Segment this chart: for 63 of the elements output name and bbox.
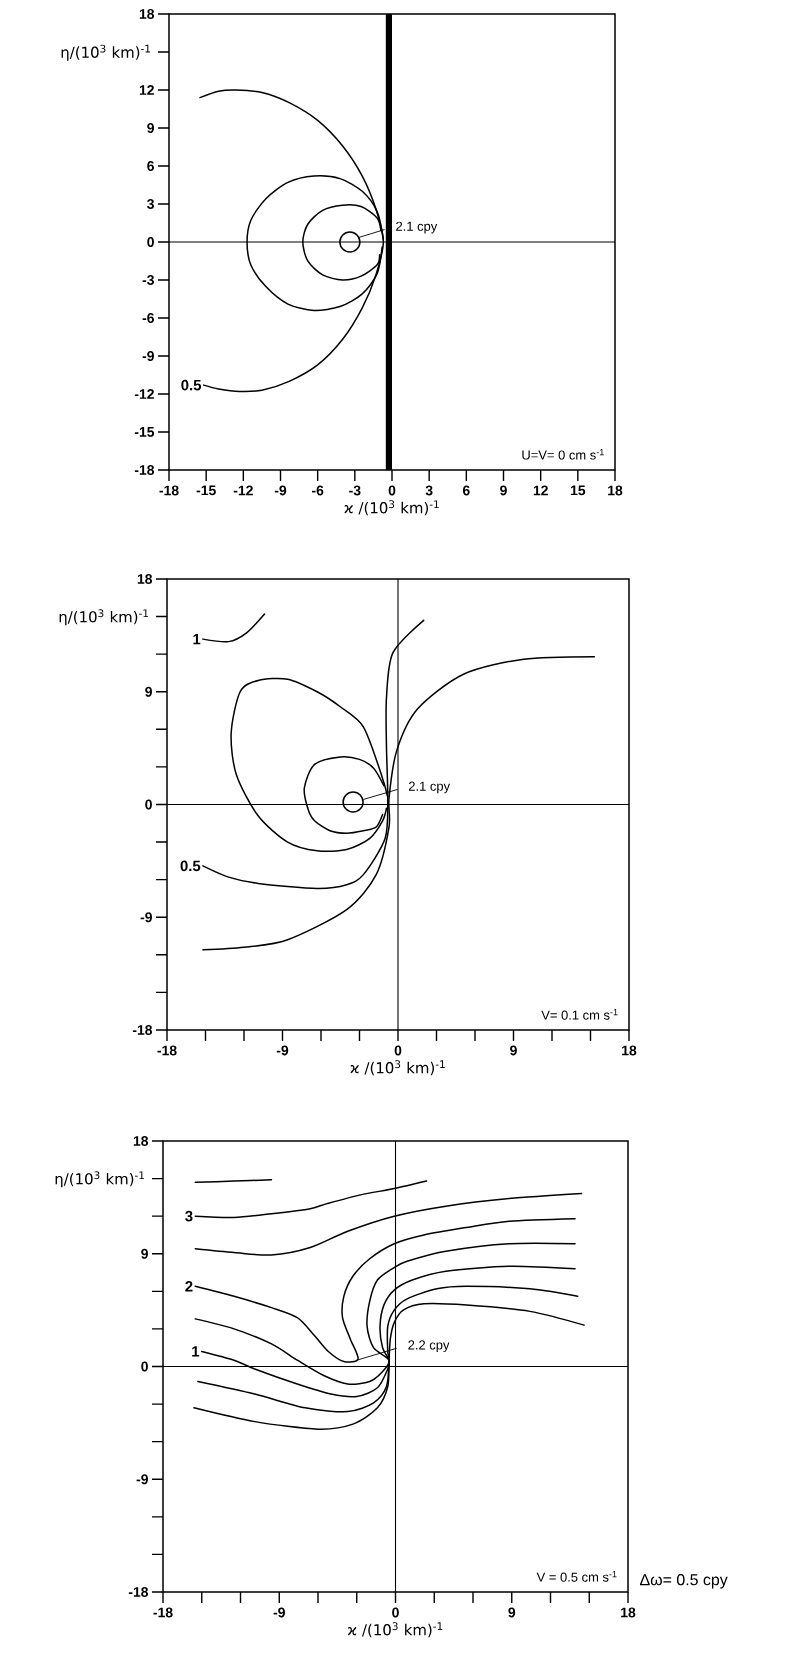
y-tick-label: -9 bbox=[140, 912, 152, 923]
x-axis-title: ϰ /(10$^{3}$ km)$^{-1}$ bbox=[348, 1622, 443, 1638]
x-tick-label: -9 bbox=[274, 485, 287, 496]
annotation: 2.1 cpy bbox=[396, 221, 438, 234]
text: Δω= 0.5 cpy bbox=[639, 1574, 728, 1589]
x-tick-label: 0 bbox=[394, 1045, 402, 1056]
x-tick-label: 18 bbox=[621, 1607, 636, 1618]
y-tick-label: 9 bbox=[141, 1248, 148, 1259]
y-tick-label: 18 bbox=[133, 1136, 149, 1146]
y-tick-label: -18 bbox=[132, 1025, 153, 1035]
x-tick-label: -18 bbox=[157, 1045, 177, 1056]
x-tick-label: 9 bbox=[508, 1607, 516, 1618]
x-tick-label: -6 bbox=[312, 485, 324, 496]
annotation: 0.5 bbox=[181, 379, 202, 391]
x-tick-label: 0 bbox=[392, 1607, 399, 1618]
y-tick-label: 12 bbox=[139, 85, 154, 95]
y-tick-label: 6 bbox=[147, 161, 154, 171]
x-tick-label: -15 bbox=[196, 485, 216, 496]
annotation: V= 0.1 cm s$^{-1}$ bbox=[541, 1009, 618, 1020]
y-tick-label: 9 bbox=[145, 686, 152, 697]
y-axis-title: η/(10$^{3}$ km)$^{-1}$ bbox=[55, 1171, 145, 1188]
y-tick-label: 9 bbox=[147, 123, 154, 133]
annotation: 2.1 cpy bbox=[408, 781, 451, 794]
y-tick-label: -12 bbox=[134, 389, 154, 399]
annotation: U=V= 0 cm s$^{-1}$ bbox=[522, 448, 604, 460]
annotation: 2 bbox=[185, 1281, 193, 1292]
x-axis-title: ϰ /(10$^{3}$ km)$^{-1}$ bbox=[344, 500, 439, 516]
x-tick-label: 6 bbox=[462, 485, 470, 496]
y-axis-title: η/(10$^{3}$ km)$^{-1}$ bbox=[61, 44, 151, 61]
y-tick-label: -9 bbox=[142, 351, 154, 361]
annotation: 2.2 cpy bbox=[408, 1340, 450, 1353]
annotation: V = 0.5 cm s$^{-1}$ bbox=[536, 1571, 617, 1582]
y-tick-label: -6 bbox=[142, 313, 154, 323]
annotation: 0.5 bbox=[180, 860, 201, 872]
annotation: 1 bbox=[192, 1346, 200, 1357]
x-tick-label: -3 bbox=[349, 485, 361, 496]
x-tick-label: -9 bbox=[276, 1045, 289, 1056]
y-tick-label: 18 bbox=[139, 9, 155, 19]
x-tick-label: -9 bbox=[273, 1607, 285, 1618]
x-axis-title: ϰ /(10$^{3}$ km)$^{-1}$ bbox=[350, 1060, 445, 1076]
x-tick-label: 3 bbox=[425, 485, 433, 496]
x-tick-label: 9 bbox=[510, 1045, 517, 1056]
x-tick-label: 12 bbox=[533, 485, 548, 496]
y-tick-label: 0 bbox=[145, 799, 152, 810]
x-tick-label: 9 bbox=[500, 485, 507, 496]
x-tick-label: 0 bbox=[388, 485, 396, 496]
y-tick-label: 0 bbox=[141, 1361, 148, 1372]
annotation: 1 bbox=[193, 633, 201, 645]
x-tick-label: 18 bbox=[608, 485, 623, 496]
y-axis-title: η/(10$^{3}$ km)$^{-1}$ bbox=[59, 609, 149, 626]
y-tick-label: -18 bbox=[134, 465, 155, 475]
x-tick-label: -12 bbox=[233, 485, 253, 496]
annotation: 3 bbox=[185, 1210, 193, 1222]
x-tick-label: -18 bbox=[159, 485, 179, 496]
y-tick-label: -18 bbox=[128, 1587, 149, 1597]
y-tick-label: -3 bbox=[142, 275, 154, 285]
x-tick-label: 18 bbox=[622, 1045, 637, 1056]
y-tick-label: 3 bbox=[147, 199, 154, 209]
y-tick-label: 18 bbox=[137, 574, 153, 584]
y-tick-label: 0 bbox=[147, 237, 154, 247]
y-tick-label: -15 bbox=[134, 427, 155, 437]
x-tick-label: 15 bbox=[570, 485, 586, 496]
y-tick-label: -9 bbox=[136, 1474, 148, 1485]
